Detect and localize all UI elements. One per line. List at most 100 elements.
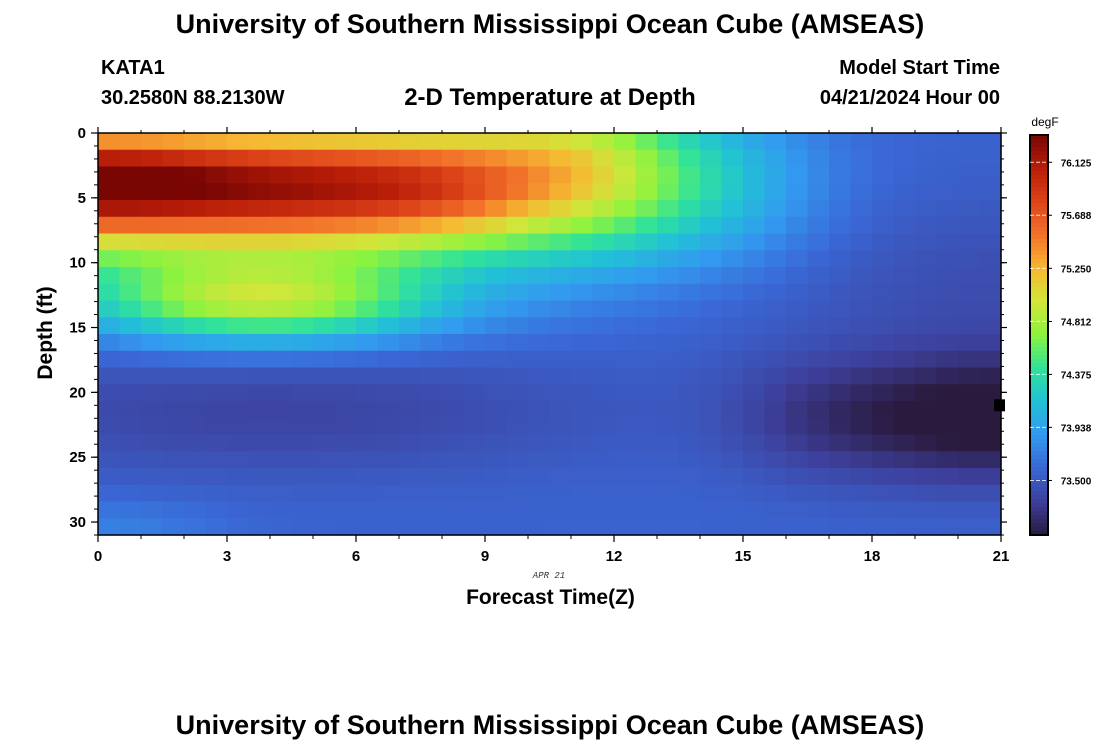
heatmap-cell xyxy=(291,518,314,536)
heatmap-cell xyxy=(592,468,615,486)
heatmap-cell xyxy=(958,501,981,519)
heatmap-cell xyxy=(442,484,465,503)
heatmap-cell xyxy=(270,216,293,235)
heatmap-cell xyxy=(485,350,508,369)
heatmap-cell xyxy=(571,518,594,536)
heatmap-cell xyxy=(764,451,787,469)
heatmap-cell xyxy=(291,401,314,419)
heatmap-cell xyxy=(549,501,572,519)
heatmap-cell xyxy=(463,149,486,168)
heatmap-cell xyxy=(764,149,787,168)
colorbar-band xyxy=(1030,487,1048,492)
heatmap-cell xyxy=(872,250,895,268)
heatmap-cell xyxy=(205,183,228,201)
heatmap-cell xyxy=(700,300,723,318)
heatmap-cell xyxy=(227,283,250,302)
heatmap-cell xyxy=(657,183,680,201)
heatmap-cell xyxy=(184,133,207,151)
heatmap-cell xyxy=(162,468,185,486)
heatmap-cell xyxy=(270,367,293,385)
heatmap-cell xyxy=(98,133,121,151)
heatmap-cell xyxy=(506,233,529,251)
heatmap-cell xyxy=(614,367,637,385)
heatmap-cell xyxy=(420,250,443,268)
heatmap-cell xyxy=(592,384,615,402)
heatmap-cell xyxy=(657,350,680,369)
heatmap-cell xyxy=(463,451,486,469)
heatmap-cell xyxy=(356,200,379,218)
heatmap-cell xyxy=(700,367,723,385)
heatmap-cell xyxy=(205,401,228,419)
heatmap-cell xyxy=(356,183,379,201)
heatmap-cell xyxy=(700,350,723,369)
heatmap-cell xyxy=(420,267,443,285)
heatmap-cell xyxy=(829,133,852,151)
heatmap-cell xyxy=(248,401,271,419)
heatmap-cell xyxy=(872,200,895,218)
heatmap-cell xyxy=(549,451,572,469)
heatmap-cell xyxy=(162,367,185,385)
heatmap-cell xyxy=(678,166,701,184)
heatmap-cell xyxy=(743,267,766,285)
heatmap-cell xyxy=(936,283,959,302)
heatmap-cell xyxy=(958,133,981,151)
heatmap-cell xyxy=(764,367,787,385)
colorbar-band xyxy=(1030,339,1048,344)
heatmap-cell xyxy=(700,233,723,251)
colorbar-band xyxy=(1030,291,1048,296)
heatmap-cell xyxy=(743,133,766,151)
heatmap-cell xyxy=(248,250,271,268)
heatmap-cell xyxy=(420,401,443,419)
heatmap-cell xyxy=(936,367,959,385)
heatmap-cell xyxy=(614,350,637,369)
heatmap-cell xyxy=(829,484,852,503)
heatmap-cell xyxy=(227,216,250,235)
heatmap-cell xyxy=(356,484,379,503)
heatmap-cell xyxy=(786,317,809,335)
heatmap-cell xyxy=(205,200,228,218)
heatmap-cell xyxy=(485,468,508,486)
heatmap-cell xyxy=(420,417,443,436)
heatmap-cell xyxy=(721,367,744,385)
heatmap-cell xyxy=(764,250,787,268)
heatmap-cell xyxy=(915,451,938,469)
heatmap-cell xyxy=(592,434,615,452)
heatmap-cell xyxy=(721,350,744,369)
heatmap-cell xyxy=(700,267,723,285)
heatmap-cell xyxy=(377,216,400,235)
heatmap-cell xyxy=(270,501,293,519)
heatmap-cell xyxy=(528,367,551,385)
colorbar-band xyxy=(1030,363,1048,368)
heatmap-cell xyxy=(764,267,787,285)
heatmap-cell xyxy=(614,518,637,536)
heatmap-cell xyxy=(915,300,938,318)
colorbar-band xyxy=(1030,299,1048,304)
heatmap-cell xyxy=(657,317,680,335)
heatmap-cell xyxy=(571,468,594,486)
heatmap-cell xyxy=(506,501,529,519)
heatmap-cell xyxy=(399,401,422,419)
heatmap-cell xyxy=(807,501,830,519)
heatmap-cell xyxy=(506,468,529,486)
heatmap-cell xyxy=(807,300,830,318)
heatmap-cell xyxy=(377,300,400,318)
heatmap-cell xyxy=(592,317,615,335)
heatmap-cell xyxy=(936,317,959,335)
heatmap-cell xyxy=(227,334,250,352)
heatmap-cell xyxy=(958,216,981,235)
heatmap-cell xyxy=(893,334,916,352)
heatmap-cell xyxy=(270,384,293,402)
heatmap-cell xyxy=(936,133,959,151)
heatmap-cell xyxy=(420,468,443,486)
heatmap-cell xyxy=(979,451,1002,469)
heatmap-cell xyxy=(162,350,185,369)
heatmap-cell xyxy=(635,401,658,419)
heatmap-cell xyxy=(248,384,271,402)
heatmap-cell xyxy=(248,434,271,452)
heatmap-cell xyxy=(786,518,809,536)
heatmap-cell xyxy=(807,401,830,419)
heatmap-cell xyxy=(377,451,400,469)
heatmap-cell xyxy=(549,484,572,503)
colorbar-band xyxy=(1030,247,1048,252)
heatmap-cell xyxy=(291,384,314,402)
